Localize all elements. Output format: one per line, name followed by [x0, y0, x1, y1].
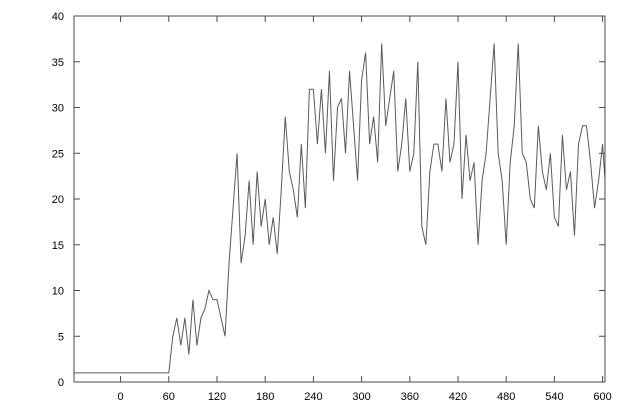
x-tick-label: 120 [208, 391, 226, 403]
x-tick-label: 300 [352, 391, 370, 403]
x-axis-ticks: 0 60 120 180 240 300 360 420 480 540 600 [118, 16, 612, 403]
x-tick-label: 240 [304, 391, 322, 403]
y-tick-label: 35 [52, 57, 64, 69]
x-tick-label: 600 [593, 391, 611, 403]
y-tick-label: 15 [52, 240, 64, 252]
y-tick-label: 25 [52, 148, 64, 160]
x-tick-label: 420 [449, 391, 467, 403]
x-tick-label: 480 [497, 391, 515, 403]
y-tick-label: 20 [52, 194, 64, 206]
y-tick-label: 0 [58, 377, 64, 389]
y-tick-label: 10 [52, 286, 64, 298]
x-tick-label: 180 [256, 391, 274, 403]
x-tick-label: 360 [401, 391, 419, 403]
x-tick-label: 0 [118, 391, 124, 403]
data-series-line [74, 43, 606, 374]
y-tick-label: 40 [52, 11, 64, 23]
x-tick-label: 60 [163, 391, 175, 403]
axis-frame [73, 15, 606, 383]
y-axis-ticks: 0 5 10 15 20 25 30 35 40 [52, 11, 605, 389]
y-tick-label: 5 [58, 331, 64, 343]
y-tick-label: 30 [52, 103, 64, 115]
x-tick-label: 540 [545, 391, 563, 403]
